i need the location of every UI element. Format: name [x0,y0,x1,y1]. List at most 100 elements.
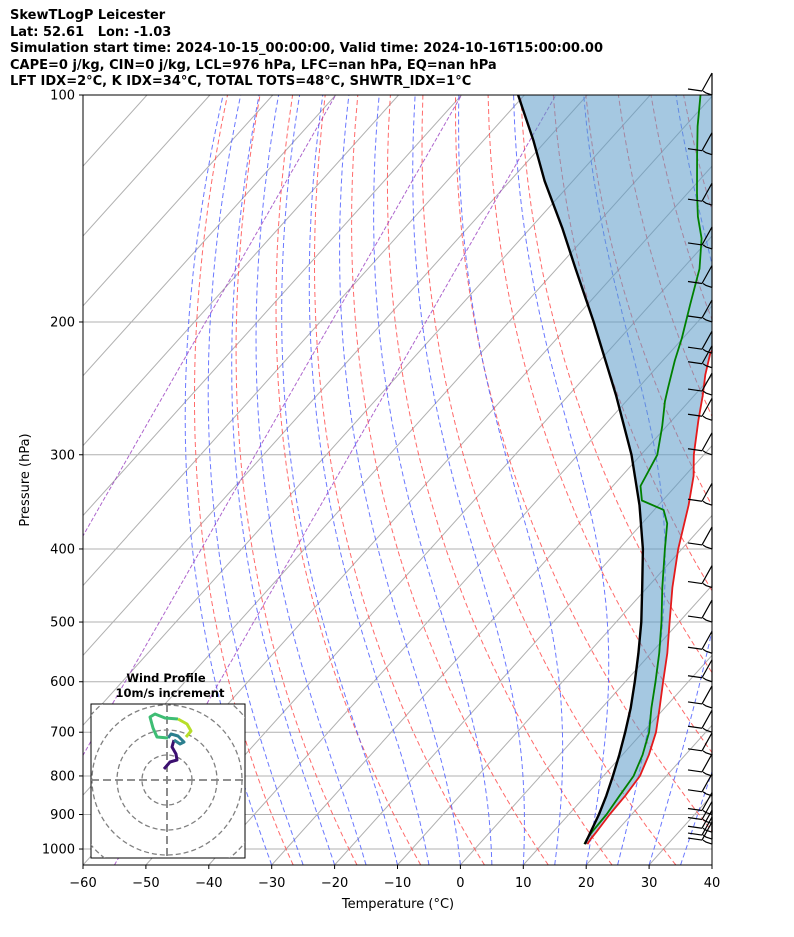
isotherm-line [397,514,712,865]
header-indices: LFT IDX=2°C, K IDX=34°C, TOTAL TOTS=48°C… [10,74,472,89]
dewpoint-line [583,95,703,845]
wind-barb [687,299,713,323]
moist-adiabat [339,95,461,865]
mixing-ratio-line [83,95,462,757]
moist-adiabat [648,95,712,865]
isotherm-line [83,95,337,377]
dry-adiabat [520,95,712,674]
isotherm-line [585,724,712,865]
dry-adiabat [351,95,549,865]
wind-barb [687,72,713,96]
wind-barb [687,182,713,206]
inset-subtitle: 10m/s increment [116,686,225,700]
header-station: SkewTLogP Leicester [10,8,166,23]
dry-adiabat [421,95,677,865]
y-tick-label: 800 [50,769,75,784]
wind-barb [687,630,713,654]
x-tick-label: −10 [384,876,411,891]
x-tick-label: 30 [641,876,658,891]
parcel-profile-line [516,95,645,845]
moist-adiabat [231,95,336,865]
isotherm-line [83,95,462,517]
y-tick-label: 1000 [42,843,75,858]
inset-title: Wind Profile [126,671,206,685]
hodograph-segment [162,739,179,770]
y-axis-label: Pressure (hPa) [18,433,33,526]
header-latlon: Lat: 52.61 Lon: -1.03 [10,24,172,40]
header-times: Simulation start time: 2024-10-15_00:00:… [10,41,603,56]
wind-barb [687,659,713,683]
dry-adiabat [716,95,794,865]
wind-barb [687,482,713,506]
moist-adiabat [308,95,430,865]
wind-barb [687,330,713,354]
isotherm-line [83,95,211,237]
moist-adiabat [255,95,367,865]
dry-adiabat [781,95,794,865]
wind-barb [687,732,713,756]
dry-adiabat [275,95,422,865]
chart-header: SkewTLogP Leicester Lat: 52.61 Lon: -1.0… [10,8,603,91]
wind-barb [687,753,713,777]
isotherm-line [711,864,712,865]
wind-barb [687,132,713,156]
isotherm-line [83,95,274,307]
wind-barb [687,565,713,589]
x-tick-label: 40 [704,876,721,891]
hodograph-segment [148,712,179,740]
wind-barb [687,397,713,421]
wind-barbs [687,72,713,845]
isotherm-line [208,305,712,865]
dry-adiabat [313,95,485,865]
dry-adiabat [455,95,712,832]
x-tick-label: −40 [195,876,222,891]
header-cape: CAPE=0 j/kg, CIN=0 j/kg, LCL=976 hPa, LF… [10,57,497,73]
isotherm-line [145,235,712,865]
wind-barb [687,599,713,623]
moist-adiabat [373,95,493,865]
moist-adiabat [513,95,610,865]
y-tick-label: 600 [50,675,75,690]
moist-adiabat [281,95,398,865]
cape-area [518,95,712,845]
moist-adiabat [711,863,712,865]
inset-frame [90,703,246,859]
y-tick-label: 500 [50,616,75,631]
y-tick-label: 200 [50,315,75,330]
chart-axes: −60 −50 −40 −30 −20 −10 0 10 20 30 40 100 200 300 400 5… [42,89,720,892]
dry-adiabat [235,95,358,865]
x-axis-label: Temperature (°C) [341,897,454,912]
isotherm-line [83,95,651,726]
isotherm-line [460,584,712,865]
x-tick-label: −50 [132,876,159,891]
isotherm-line [83,95,399,447]
moist-adiabat [184,95,273,865]
wind-barb [687,345,713,369]
wind-barb [687,526,713,550]
wind-barb [687,265,713,289]
wind-barb [687,773,713,797]
y-tick-label: 700 [50,726,75,741]
y-tick-label: 300 [50,448,75,463]
mixing-ratio-line [83,95,337,537]
wind-barb [687,801,713,825]
x-tick-label: 20 [578,876,595,891]
x-tick-label: 0 [456,876,464,891]
temperature-line [586,348,712,845]
wind-barb [687,372,713,396]
hodograph-segment [177,717,193,738]
dry-adiabat [386,95,613,865]
isotherm-line [271,375,712,865]
wind-profile-inset: Wind Profile 10m/s increment [90,671,246,859]
x-tick-label: −30 [258,876,285,891]
parcel-fill-area [518,95,712,845]
hodograph-trace [148,712,193,770]
y-tick-label: 900 [50,808,75,823]
wind-barb [687,792,713,816]
isotherm-line [83,95,588,657]
isotherm-line [775,95,794,865]
wind-barb [687,685,713,709]
chart-series [516,95,712,845]
moist-adiabat [458,95,564,865]
